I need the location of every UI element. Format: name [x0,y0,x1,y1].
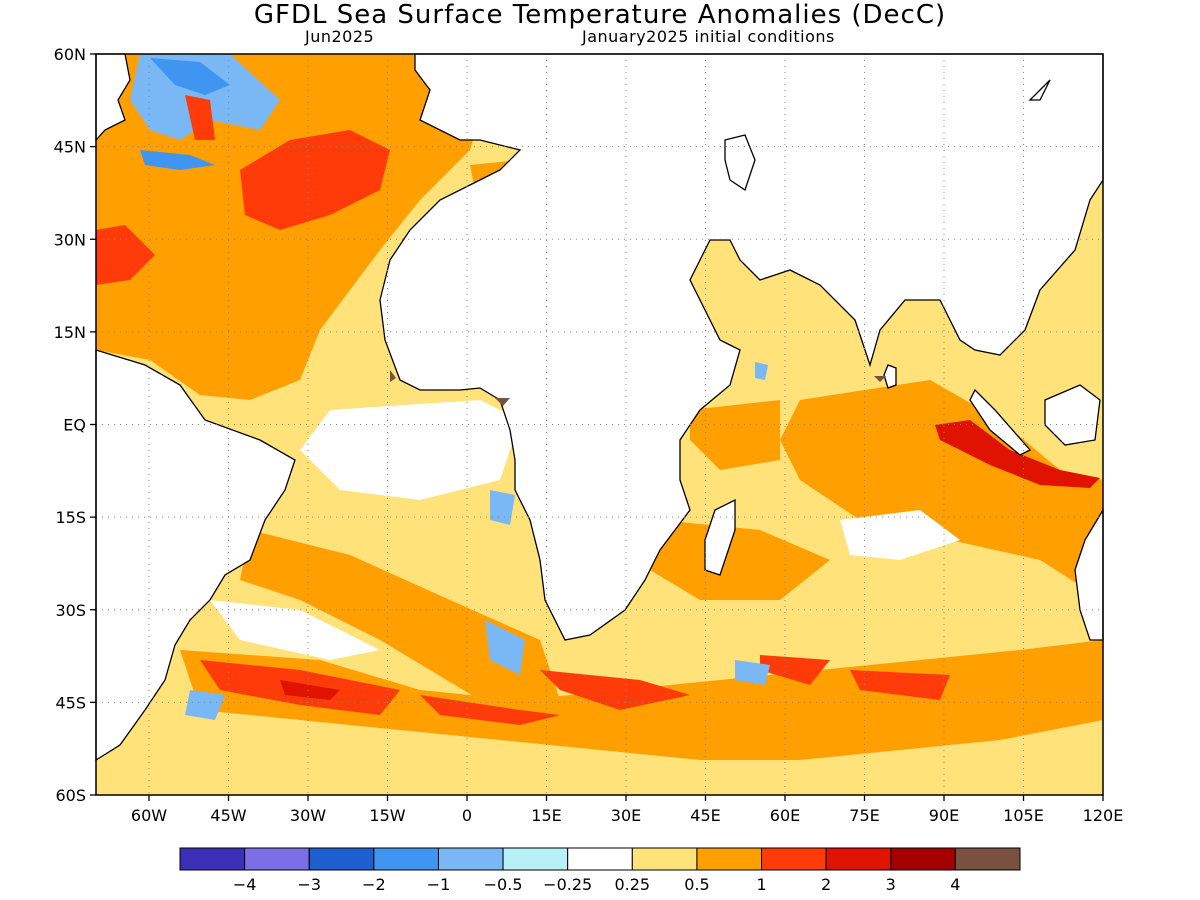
lat-tick-label: 60N [54,45,86,64]
grand-banks-warm [185,95,215,140]
sri-lanka-land [883,364,897,389]
south-atlantic-warm-band [240,530,560,700]
europe-africa-land [379,53,1104,641]
lon-tick-label: 45W [210,806,246,825]
colorbar-label: 4 [950,875,960,894]
land-masses [95,53,1104,762]
lon-tick-label: 75E [849,806,879,825]
lat-tick-label: 45S [55,693,86,712]
south-indian-hot-band-east [850,670,950,700]
lat-tick-label: 30S [55,601,86,620]
forecast-month: Jun2025 [305,27,375,46]
colorbar-swatch [825,847,892,871]
colorbar-label: −3 [297,875,321,894]
newfoundland-cold [140,150,215,170]
colorbar-swatch [179,847,246,871]
lon-tick-label: 90E [929,806,959,825]
colorbar-swatch [373,847,439,871]
colorbar-label: 3 [886,875,896,894]
colorbar-label: 2 [821,875,831,894]
somali-cold-spot [755,362,768,380]
lat-tick-label: 60S [55,786,86,805]
southern-ocean-hot-band-center [420,695,560,725]
lat-tick-label: 30N [54,230,86,249]
southern-ocean-very-hot-spot [280,680,340,700]
lon-tick-label: 0 [462,806,472,825]
colorbar-label: 0.25 [614,875,650,894]
lon-tick-label: 60W [131,806,167,825]
colorbar-swatch [502,847,569,871]
agulhas-hot-band [540,670,690,710]
colorbar-label: −1 [427,875,451,894]
colorbar-swatch [437,847,504,871]
gulf-of-guinea-extreme [495,398,510,406]
colorbar-label: −0.5 [484,875,523,894]
colorbar-swatch [696,847,763,871]
south-atlantic-cold-spot [490,490,515,525]
lon-tick-label: 30E [611,806,641,825]
lon-tick-label: 15W [369,806,405,825]
west-africa-extreme [390,370,396,382]
colorbar-label: −4 [233,875,257,894]
south-atlantic-neutral-band [210,600,380,660]
initial-conditions: January2025 initial conditions [582,27,835,46]
western-indian-warm [690,400,780,470]
japan-land [1028,79,1051,101]
lon-tick-label: 105E [1003,806,1044,825]
colorbar-label: 0.5 [684,875,709,894]
south-indian-neutral [840,510,960,560]
sumatra-land [969,388,1032,456]
lat-tick-label: 15N [54,323,86,342]
lon-tick-label: 45E [690,806,720,825]
colorbar-label: −2 [362,875,386,894]
north-atlantic-warm-region [96,54,500,400]
colorbar-swatch [244,847,310,871]
colorbar-swatch [631,847,698,871]
lat-tick-label: EQ [63,416,86,435]
colorbar-swatch [890,847,956,871]
south-indian-hot-band [760,655,830,685]
colorbar-label: 1 [756,875,766,894]
colorbar-swatch [954,847,1021,871]
colorbar-swatch [308,847,375,871]
extreme-spots [390,370,886,406]
south-america-land [95,349,296,762]
sri-lanka-extreme [874,376,886,382]
lat-tick-label: 45N [54,138,86,157]
colorbar: −4 −3 −2 −1 −0.5 −0.25 0.25 0.5 1 2 3 4 [179,847,1021,894]
lon-tick-label: 15E [531,806,561,825]
west-atlantic-hot-patch [96,225,155,285]
southern-ocean-cold-patch-west [185,690,225,720]
colorbar-swatch [761,847,827,871]
indian-ocean-warm [780,380,1103,600]
north-atlantic-hot-core [240,130,390,230]
indonesia-hot-band [935,420,1100,488]
labrador-strong-cold [150,58,230,95]
caspian-sea [724,134,756,192]
latitude-axis: 60N 45N 30N 15N EQ 15S 30S 45S 60S [54,45,96,805]
lat-tick-label: 15S [55,508,86,527]
longitude-axis: 60W 45W 30W 15W 0 15E 30E 45E 60E 75E 90E 105E 120E [131,795,1123,825]
southern-ocean-cold-patch-east [735,660,770,685]
colorbar-swatch [567,847,633,871]
lon-tick-label: 30W [290,806,326,825]
southern-ocean-cold-patch-center [485,620,525,675]
colorbar-label: −0.25 [543,875,592,894]
north-america-land [95,53,131,142]
map-title: GFDL Sea Surface Temperature Anomalies (… [253,0,947,30]
lon-tick-label: 120E [1083,806,1124,825]
lon-tick-label: 60E [770,806,800,825]
mozambique-warm [650,520,830,600]
